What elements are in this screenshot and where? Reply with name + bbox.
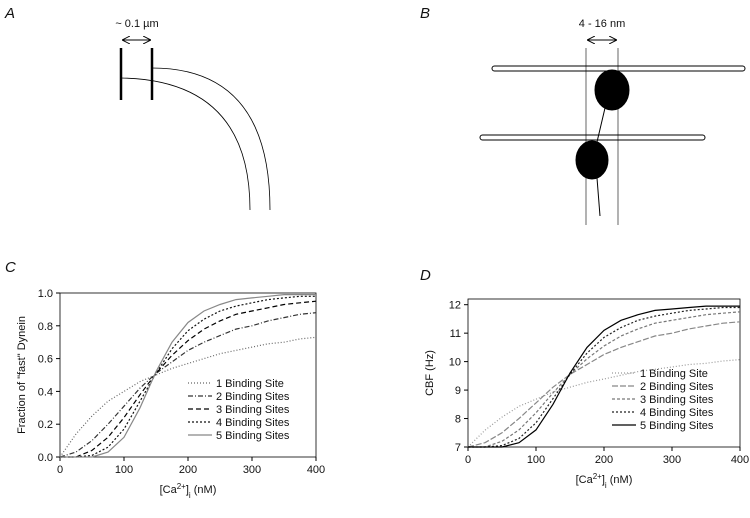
series-line bbox=[60, 300, 317, 458]
x-tick-label: 200 bbox=[179, 464, 197, 476]
y-tick-label: 0.2 bbox=[38, 419, 53, 431]
series-line bbox=[468, 311, 741, 448]
y-axis-label: Fraction of "fast" Dynein bbox=[16, 316, 28, 434]
x-axis-label-part: ] bbox=[186, 484, 189, 496]
x-axis-label-part: [Ca bbox=[576, 474, 594, 486]
y-axis-label: CBF (Hz) bbox=[424, 350, 436, 396]
legend-label: 1 Binding Site bbox=[216, 378, 284, 390]
legend-label: 2 Binding Sites bbox=[640, 381, 714, 393]
legend-label: 5 Binding Sites bbox=[640, 420, 714, 432]
x-tick-label: 0 bbox=[57, 464, 63, 476]
y-tick-label: 0.0 bbox=[38, 452, 53, 464]
x-axis-label-part: i bbox=[189, 491, 191, 500]
x-tick-label: 300 bbox=[243, 464, 261, 476]
y-tick-label: 0.4 bbox=[38, 386, 53, 398]
legend-label: 2 Binding Sites bbox=[216, 391, 290, 403]
series-line bbox=[467, 321, 741, 448]
panel-label: C bbox=[5, 259, 16, 276]
series-line bbox=[59, 336, 317, 458]
x-axis-label: [Ca2+]i (nM) bbox=[160, 482, 217, 500]
x-tick-label: 400 bbox=[307, 464, 325, 476]
y-tick-label: 0.8 bbox=[38, 321, 53, 333]
panel-label: A bbox=[4, 5, 15, 22]
x-axis-label: [Ca2+]i (nM) bbox=[576, 472, 633, 490]
y-tick-label: 8 bbox=[455, 414, 461, 426]
diagram-a bbox=[119, 40, 271, 211]
x-axis-label-part: ] bbox=[602, 474, 605, 486]
legend-label: 3 Binding Sites bbox=[216, 404, 290, 416]
legend-label: 3 Binding Sites bbox=[640, 394, 714, 406]
x-axis-label-part: (nM) bbox=[607, 474, 633, 486]
diagram-b bbox=[479, 40, 746, 225]
x-tick-label: 400 bbox=[731, 454, 749, 466]
legend-label: 5 Binding Sites bbox=[216, 430, 290, 442]
panel-label: B bbox=[420, 5, 430, 22]
x-axis-label-part: i bbox=[605, 481, 607, 490]
y-tick-label: 10 bbox=[449, 357, 461, 369]
panel-label: D bbox=[420, 267, 431, 284]
x-axis-label-part: [Ca bbox=[160, 484, 178, 496]
legend-label: 4 Binding Sites bbox=[640, 407, 714, 419]
x-tick-label: 100 bbox=[527, 454, 545, 466]
legend-label: 1 Binding Site bbox=[640, 368, 708, 380]
x-axis-label-part: 2+ bbox=[177, 482, 186, 491]
x-tick-label: 300 bbox=[663, 454, 681, 466]
y-tick-label: 0.6 bbox=[38, 354, 53, 366]
scale-label: ~ 0.1 µm bbox=[115, 18, 158, 30]
y-tick-label: 12 bbox=[449, 300, 461, 312]
x-tick-label: 100 bbox=[115, 464, 133, 476]
series-line bbox=[468, 306, 740, 448]
series-line bbox=[468, 305, 740, 448]
y-tick-label: 11 bbox=[450, 328, 461, 340]
series-line bbox=[60, 294, 316, 458]
y-tick-label: 1.0 bbox=[38, 288, 53, 300]
x-axis-label-part: 2+ bbox=[593, 472, 602, 481]
x-tick-label: 0 bbox=[465, 454, 471, 466]
x-tick-label: 200 bbox=[595, 454, 613, 466]
legend-label: 4 Binding Sites bbox=[216, 417, 290, 429]
series-line bbox=[59, 312, 317, 458]
scale-label: 4 - 16 nm bbox=[579, 18, 625, 30]
x-axis-label-part: (nM) bbox=[191, 484, 217, 496]
series-line bbox=[60, 295, 316, 458]
y-tick-label: 7 bbox=[455, 442, 461, 454]
y-tick-label: 9 bbox=[455, 385, 461, 397]
